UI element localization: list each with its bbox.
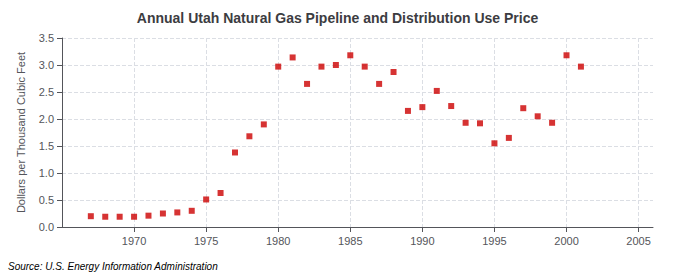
svg-text:1.5: 1.5 [39, 140, 54, 152]
svg-text:2.0: 2.0 [39, 113, 54, 125]
svg-text:Annual Utah Natural Gas Pipeli: Annual Utah Natural Gas Pipeline and Dis… [137, 10, 539, 26]
svg-text:1990: 1990 [410, 235, 434, 247]
svg-text:2000: 2000 [554, 235, 578, 247]
svg-text:1970: 1970 [122, 235, 146, 247]
svg-text:2.5: 2.5 [39, 86, 54, 98]
svg-text:Dollars per Thousand Cubic Fee: Dollars per Thousand Cubic Feet [15, 52, 27, 213]
svg-text:3.5: 3.5 [39, 32, 54, 44]
svg-text:0.5: 0.5 [39, 194, 54, 206]
svg-text:1995: 1995 [482, 235, 506, 247]
svg-text:1.0: 1.0 [39, 167, 54, 179]
svg-text:1985: 1985 [338, 235, 362, 247]
svg-text:3.0: 3.0 [39, 59, 54, 71]
svg-text:1975: 1975 [194, 235, 218, 247]
svg-text:Source: U.S. Energy Informatio: Source: U.S. Energy Information Administ… [8, 261, 218, 272]
svg-text:2005: 2005 [626, 235, 650, 247]
svg-text:1980: 1980 [266, 235, 290, 247]
svg-text:0.0: 0.0 [39, 221, 54, 233]
